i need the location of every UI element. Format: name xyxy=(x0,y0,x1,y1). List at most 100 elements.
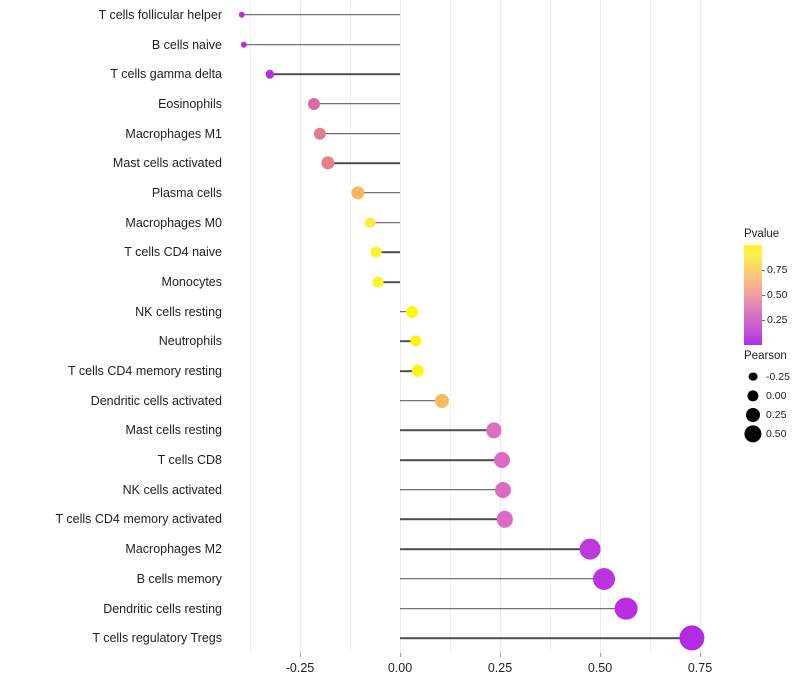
x-axis-tick-label: 0.75 xyxy=(687,661,713,675)
legend-pvalue-title: Pvalue xyxy=(744,228,780,240)
legend-item[interactable]: -0.25 xyxy=(742,367,800,386)
legend-size-label: 0.50 xyxy=(766,427,787,440)
legend-size-label: -0.25 xyxy=(766,370,790,383)
x-axis-tick-mark xyxy=(500,653,501,657)
lollipop-point[interactable] xyxy=(238,11,246,18)
lollipop-point[interactable] xyxy=(265,69,275,79)
pearson-items: -0.25 0.00 0.25 0.50 xyxy=(742,367,800,443)
x-axis-tick-label: 0.00 xyxy=(387,661,413,675)
y-axis-tick-label: Macrophages M2 xyxy=(125,541,222,556)
x-axis-tick-mark xyxy=(400,653,401,657)
legend-size-dot xyxy=(746,407,760,422)
y-axis-tick-label: T cells CD8 xyxy=(157,452,222,467)
lollipop-point[interactable] xyxy=(240,41,248,48)
lollipop-stem xyxy=(400,489,504,491)
y-axis-tick-label: B cells memory xyxy=(136,571,222,586)
lollipop-stem xyxy=(400,578,604,580)
legend-pearson: Pearson -0.25 0.00 0.25 0.50 xyxy=(742,350,800,443)
x-axis: -0.25 0.00 0.25 0.50 0.75 xyxy=(232,653,720,693)
lollipop-point[interactable] xyxy=(313,127,327,140)
lollipop-point[interactable] xyxy=(308,97,320,110)
lollipop-stem xyxy=(378,281,400,283)
gridline-minor xyxy=(350,0,351,653)
lollipop-stem xyxy=(320,132,400,135)
colorbar-tick-label: 0.75 xyxy=(767,264,788,276)
lollipop-point[interactable] xyxy=(495,481,512,498)
gridline-minor xyxy=(650,0,651,653)
colorbar-wrap: 0.75 0.50 0.25 xyxy=(742,245,800,345)
y-axis-tick-label: Macrophages M0 xyxy=(125,215,222,230)
legend-item[interactable]: 0.00 xyxy=(742,386,800,405)
y-axis-tick-label: NK cells activated xyxy=(122,482,222,497)
y-axis-tick-label: Dendritic cells resting xyxy=(103,601,222,616)
lollipop-point[interactable] xyxy=(679,625,705,651)
lollipop-stem xyxy=(244,43,400,46)
y-axis-tick-label: Plasma cells xyxy=(151,185,222,200)
y-axis-tick-label: Monocytes xyxy=(161,274,222,289)
lollipop-point[interactable] xyxy=(351,186,365,200)
legend-size-label: 0.00 xyxy=(766,389,787,402)
legend-size-dot xyxy=(744,424,762,443)
y-axis-tick-label: T cells CD4 memory resting xyxy=(68,363,222,378)
lollipop-stem xyxy=(376,251,400,254)
legend-size-label: 0.25 xyxy=(766,408,787,421)
x-axis-tick-mark xyxy=(600,653,601,657)
y-axis-tick-label: Macrophages M1 xyxy=(125,126,222,141)
lollipop-point[interactable] xyxy=(364,217,376,228)
y-axis-tick-label: T cells CD4 memory activated xyxy=(55,512,223,527)
y-axis-tick-label: Mast cells resting xyxy=(125,423,222,438)
x-axis-tick-label: -0.25 xyxy=(285,661,315,675)
lollipop-point[interactable] xyxy=(593,567,615,590)
lollipop-stem xyxy=(358,192,400,194)
lollipop-point[interactable] xyxy=(614,597,638,620)
lollipop-stem xyxy=(400,637,692,639)
lollipop-stem xyxy=(314,103,400,105)
lollipop-point[interactable] xyxy=(372,276,384,288)
plot-panel xyxy=(232,0,720,653)
gridline-major xyxy=(300,0,301,653)
legend-item[interactable]: 0.25 xyxy=(742,405,800,424)
lollipop-point[interactable] xyxy=(411,364,425,378)
lollipop-point[interactable] xyxy=(435,393,449,408)
legend-area: Pvalue 0.75 0.50 0.25 Pearson -0.25 0.00 0.2… xyxy=(742,0,800,700)
gridline-minor xyxy=(450,0,451,653)
lollipop-stem xyxy=(400,399,442,402)
lollipop-stem xyxy=(270,73,400,75)
lollipop-stem xyxy=(400,459,502,461)
lollipop-point[interactable] xyxy=(579,538,601,560)
colorbar-tick-mark xyxy=(762,270,765,271)
legend-pvalue: Pvalue 0.75 0.50 0.25 xyxy=(742,228,800,345)
gridline-major xyxy=(400,0,401,653)
legend-item[interactable]: 0.50 xyxy=(742,424,800,443)
lollipop-point[interactable] xyxy=(410,335,422,347)
y-axis-tick-label: Eosinophils xyxy=(158,96,222,111)
colorbar-tick-label: 0.50 xyxy=(767,289,788,301)
pvalue-colorbar xyxy=(744,245,762,345)
lollipop-point[interactable] xyxy=(496,511,513,528)
y-axis-tick-label: Mast cells activated xyxy=(112,156,222,171)
legend-size-dot xyxy=(748,372,758,381)
y-axis-tick-label: B cells naive xyxy=(151,37,222,52)
y-axis-tick-label: T cells follicular helper xyxy=(98,7,222,22)
lollipop-point[interactable] xyxy=(494,452,510,469)
lollipop-stem xyxy=(400,429,494,432)
x-axis-tick-label: 0.50 xyxy=(587,661,613,675)
colorbar-tick-mark xyxy=(762,295,765,296)
y-axis-tick-label: T cells CD4 naive xyxy=(124,245,222,260)
colorbar-tick-label: 0.25 xyxy=(767,314,788,326)
lollipop-point[interactable] xyxy=(321,156,335,170)
lollipop-point[interactable] xyxy=(370,246,382,258)
colorbar-tick-mark xyxy=(762,320,765,321)
lollipop-stem xyxy=(328,162,400,165)
x-axis-tick-label: 0.25 xyxy=(487,661,513,675)
y-axis-tick-label: Neutrophils xyxy=(158,334,222,349)
gridline-major xyxy=(700,0,701,653)
legend-pearson-title: Pearson xyxy=(744,350,787,362)
y-axis-tick-label: T cells gamma delta xyxy=(110,66,222,81)
lollipop-point[interactable] xyxy=(406,305,418,318)
legend-size-dot xyxy=(747,389,759,402)
gridline-minor xyxy=(250,0,251,653)
lollipop-point[interactable] xyxy=(486,422,502,438)
lollipop-stem xyxy=(400,607,626,610)
